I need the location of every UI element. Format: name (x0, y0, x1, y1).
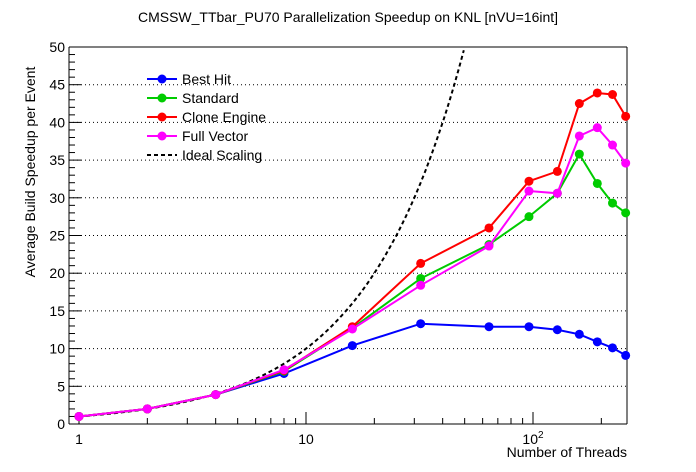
data-point-best-hit (416, 319, 426, 329)
x-tick-exponent: 2 (538, 430, 544, 441)
legend: Best Hit Standard Clone Engine Full Vector I… (147, 71, 266, 163)
y-tick-label: 10 (49, 341, 65, 357)
y-axis-label: Average Build Speedup per Event (22, 67, 38, 278)
y-tick-label: 25 (49, 228, 65, 244)
data-point-standard (524, 212, 534, 222)
grid-lines (69, 84, 627, 387)
data-point-standard (592, 178, 602, 188)
data-point-standard (608, 198, 618, 208)
series-full-vector (74, 123, 631, 421)
data-point-best-hit (347, 341, 357, 351)
data-point-full-vector (211, 390, 221, 400)
data-point-best-hit (524, 322, 534, 332)
data-point-full-vector (608, 140, 618, 150)
legend-marker (157, 93, 167, 103)
legend-item-best-hit: Best Hit (147, 71, 231, 87)
data-point-full-vector (74, 411, 84, 421)
y-tick-label: 35 (49, 152, 65, 168)
legend-item-standard: Standard (147, 90, 239, 106)
series-line-standard (78, 152, 627, 418)
legend-label: Standard (182, 90, 239, 106)
data-point-best-hit (608, 343, 618, 353)
data-point-clone-engine (592, 88, 602, 98)
data-point-clone-engine (621, 111, 631, 121)
y-tick-label: 50 (49, 39, 65, 55)
data-point-full-vector (347, 324, 357, 334)
series-line-clone-engine (78, 91, 627, 418)
data-point-clone-engine (484, 223, 494, 233)
data-point-standard (416, 273, 426, 283)
data-point-full-vector (574, 131, 584, 141)
legend-label: Best Hit (182, 71, 231, 87)
data-point-full-vector (592, 123, 602, 133)
legend-label: Ideal Scaling (182, 147, 262, 163)
legend-item-full-vector: Full Vector (147, 128, 248, 144)
data-point-full-vector (142, 404, 152, 414)
data-point-clone-engine (552, 166, 562, 176)
series-standard (74, 149, 631, 421)
y-tick-label: 30 (49, 190, 65, 206)
legend-marker (157, 112, 167, 122)
data-point-full-vector (552, 188, 562, 198)
series-line-best-hit (78, 322, 627, 418)
ideal-scaling-curve (78, 50, 465, 418)
legend-item-ideal-scaling: Ideal Scaling (147, 147, 262, 163)
data-point-full-vector (416, 280, 426, 290)
y-tick-label: 45 (49, 77, 65, 93)
x-axis-label: Number of Threads (507, 444, 627, 460)
data-point-best-hit (592, 337, 602, 347)
data-point-full-vector (484, 241, 494, 251)
legend-label: Clone Engine (182, 109, 266, 125)
data-point-full-vector (524, 186, 534, 196)
data-point-best-hit (552, 325, 562, 335)
series-line-full-vector (78, 126, 627, 418)
x-tick-label: 1 (75, 431, 83, 447)
series-clone-engine (74, 88, 631, 421)
data-point-standard (574, 149, 584, 159)
data-point-best-hit (621, 350, 631, 360)
y-tick-label: 0 (57, 416, 65, 432)
legend-marker (157, 74, 167, 84)
series-group (74, 88, 631, 421)
data-point-best-hit (574, 329, 584, 339)
data-point-standard (621, 208, 631, 218)
data-point-clone-engine (524, 176, 534, 186)
chart-title: CMSSW_TTbar_PU70 Parallelization Speedup… (138, 9, 558, 25)
data-point-clone-engine (608, 90, 618, 100)
y-tick-label: 5 (57, 378, 65, 394)
legend-label: Full Vector (182, 128, 248, 144)
data-point-clone-engine (574, 99, 584, 109)
data-point-best-hit (484, 322, 494, 332)
data-point-full-vector (279, 365, 289, 375)
x-tick-label: 10 (298, 431, 314, 447)
data-point-full-vector (621, 158, 631, 168)
ideal-scaling-line (78, 50, 465, 418)
data-point-clone-engine (416, 258, 426, 268)
legend-item-clone-engine: Clone Engine (147, 109, 266, 125)
y-tick-label: 15 (49, 303, 65, 319)
y-tick-label: 20 (49, 265, 65, 281)
y-tick-label: 40 (49, 114, 65, 130)
legend-marker (157, 131, 167, 141)
